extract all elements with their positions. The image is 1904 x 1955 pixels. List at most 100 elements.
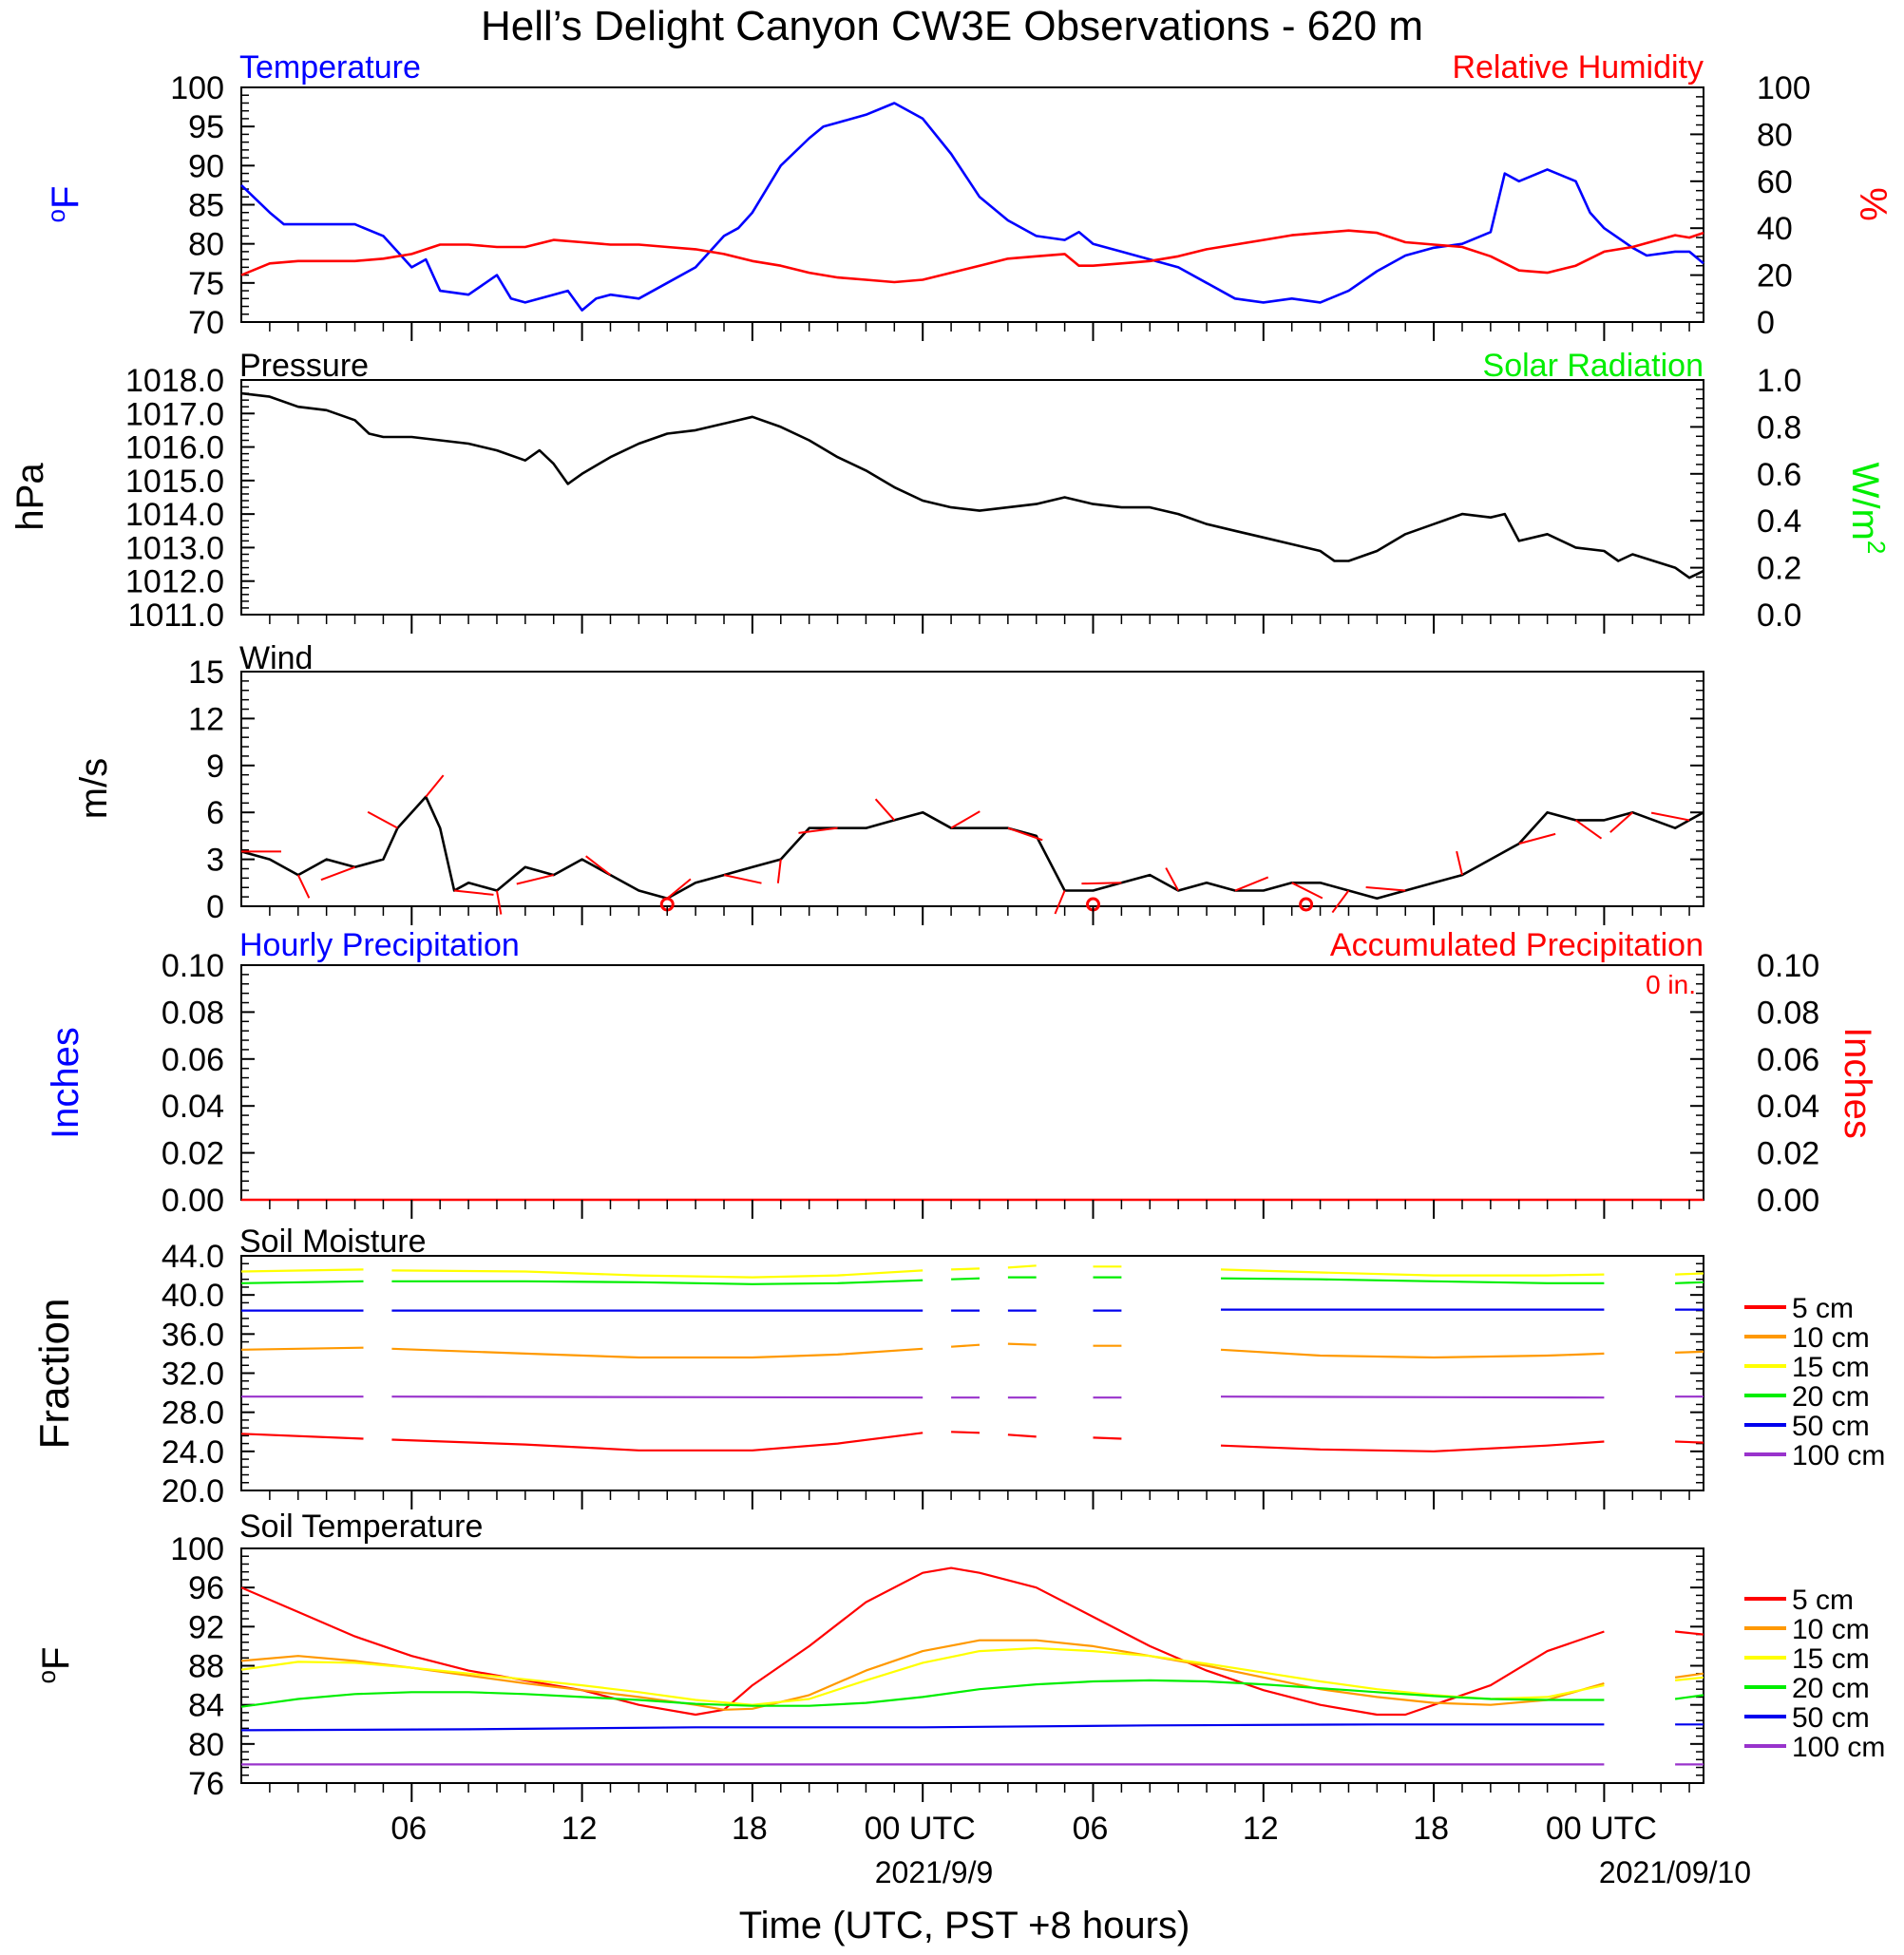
y-tick-label: 9: [206, 749, 224, 785]
y-tick-label: 1016.0: [125, 430, 224, 466]
y-tick-label: 1011.0: [128, 598, 224, 634]
panel-temperature-humidity: Temperature Relative Humidity oF % 10095…: [42, 49, 1894, 341]
y-ticks-right: 100 80 60 40 20 0: [1690, 70, 1811, 341]
y-tick-label: 0.06: [162, 1042, 224, 1078]
degree-o: o: [32, 1670, 61, 1683]
y-tick-label: 0: [206, 889, 224, 925]
legend-label: 10 cm: [1792, 1614, 1870, 1645]
y-tick-label: 90: [188, 148, 224, 184]
wind-barb: [1574, 819, 1603, 840]
y-tick-label: 15: [188, 655, 224, 691]
plot-frame: [240, 379, 1704, 616]
wind-barb: [1007, 826, 1043, 842]
wind-barb: [1054, 890, 1066, 915]
y-tick-label: 24.0: [162, 1434, 224, 1471]
y-tick-label: 100: [170, 70, 224, 106]
x-tick-label: 18: [1413, 1811, 1449, 1847]
y-ticks-left: 15 12 9 6 3 0: [188, 655, 255, 925]
soil-moisture-title: Soil Moisture: [239, 1224, 427, 1260]
calm-wind-marker: [1299, 897, 1314, 912]
x-tick-label: 06: [1073, 1811, 1109, 1847]
y-ticks-right: [1690, 1547, 1704, 1784]
wind-barb: [320, 865, 355, 882]
panel-pressure-solar: Pressure Solar Radiation hPa W/m2 1018.0…: [10, 348, 1891, 634]
y-tick-label: 0.10: [1757, 948, 1819, 984]
y-tick-label: 100: [1757, 70, 1811, 106]
wind-barb: [1456, 850, 1463, 876]
y-tick-label: 0.4: [1757, 503, 1801, 540]
date-label-2: 2021/09/10: [1599, 1855, 1751, 1889]
plot-frame: [240, 86, 1704, 323]
unit-W-m: W/m: [1844, 463, 1886, 541]
legend-label: 20 cm: [1792, 1381, 1870, 1413]
wind-barb: [1331, 889, 1350, 914]
y-ticks-right: 1.0 0.8 0.6 0.4 0.2 0.0: [1690, 363, 1801, 634]
precip-left-axis-label: Inches: [45, 1027, 86, 1139]
legend-label: 5 cm: [1792, 1293, 1854, 1324]
y-tick-label: 60: [1757, 164, 1793, 200]
y-tick-label: 80: [188, 227, 224, 263]
wind-barb: [425, 774, 445, 798]
y-tick-label: 0.6: [1757, 457, 1801, 493]
y-tick-label: 0.06: [1757, 1042, 1819, 1078]
wind-barb: [367, 810, 398, 829]
series-line-pressure: [240, 391, 1704, 579]
wind-barb: [1165, 867, 1180, 892]
y-tick-label: 32.0: [162, 1357, 224, 1393]
hourly-precip-title: Hourly Precipitation: [239, 927, 520, 963]
legend-label: 5 cm: [1792, 1585, 1854, 1616]
y-ticks-left: 1018.01017.01016.01015.01014.01013.01012…: [125, 363, 255, 634]
y-tick-label: 1013.0: [125, 530, 224, 566]
y-tick-label: 92: [188, 1609, 224, 1645]
series-line-50-cm: [241, 1308, 1704, 1312]
series-line-relative-humidity: [240, 229, 1704, 284]
soil-temperature-title: Soil Temperature: [239, 1509, 483, 1545]
y-tick-label: 36.0: [162, 1317, 224, 1353]
y-tick-label: 1017.0: [125, 396, 224, 432]
y-tick-label: 40: [1757, 211, 1793, 247]
unit-exp: 2: [1862, 541, 1891, 554]
date-label-1: 2021/9/9: [875, 1855, 994, 1889]
soil-moisture-axis-label: Fraction: [31, 1299, 78, 1450]
wind-barb: [874, 798, 896, 822]
soil-temperature-axis-label: oF: [32, 1647, 77, 1684]
precip-right-axis-label: Inches: [1837, 1027, 1878, 1139]
y-tick-label: 6: [206, 795, 224, 831]
y-tick-label: 20.0: [162, 1473, 224, 1509]
series-line-50-cm: [240, 1723, 1704, 1732]
legend-label: 50 cm: [1792, 1411, 1870, 1442]
y-tick-label: 100: [170, 1531, 224, 1567]
wind-barb: [723, 874, 762, 884]
y-ticks-left: 44.040.036.0 32.028.024.020.0: [162, 1239, 255, 1509]
degree-F: F: [45, 186, 86, 209]
series-line-temperature: [240, 102, 1704, 312]
wind-barb: [495, 890, 503, 915]
legend-label: 50 cm: [1792, 1702, 1870, 1734]
y-ticks-right: [1690, 671, 1704, 907]
series-line-20-cm: [240, 1276, 1704, 1285]
series-line-100-cm: [241, 1395, 1704, 1399]
y-tick-label: 80: [188, 1727, 224, 1763]
y-ticks-right: 0.10 0.08 0.06 0.04 0.02 0.00: [1690, 948, 1819, 1219]
x-tick-label: 00 UTC: [1546, 1811, 1657, 1847]
legend-label: 10 cm: [1792, 1322, 1870, 1354]
solar-axis-label: W/m2: [1844, 463, 1891, 555]
y-tick-label: 0.00: [1757, 1183, 1819, 1219]
wind-barb: [1609, 811, 1633, 833]
y-ticks-right: [1690, 1255, 1704, 1491]
series-layer: [240, 391, 1704, 579]
y-tick-label: 88: [188, 1649, 224, 1685]
x-tick-label: 12: [562, 1811, 598, 1847]
y-tick-label: 0.04: [162, 1089, 224, 1125]
pressure-title: Pressure: [239, 348, 369, 384]
y-tick-label: 0.00: [162, 1183, 224, 1219]
y-tick-label: 1012.0: [125, 564, 224, 600]
legend-label: 100 cm: [1792, 1440, 1885, 1471]
x-tick-label: 12: [1243, 1811, 1279, 1847]
series-line-5-cm: [240, 1431, 1704, 1452]
y-tick-label: 0.04: [1757, 1089, 1819, 1125]
y-tick-label: 44.0: [162, 1239, 224, 1275]
